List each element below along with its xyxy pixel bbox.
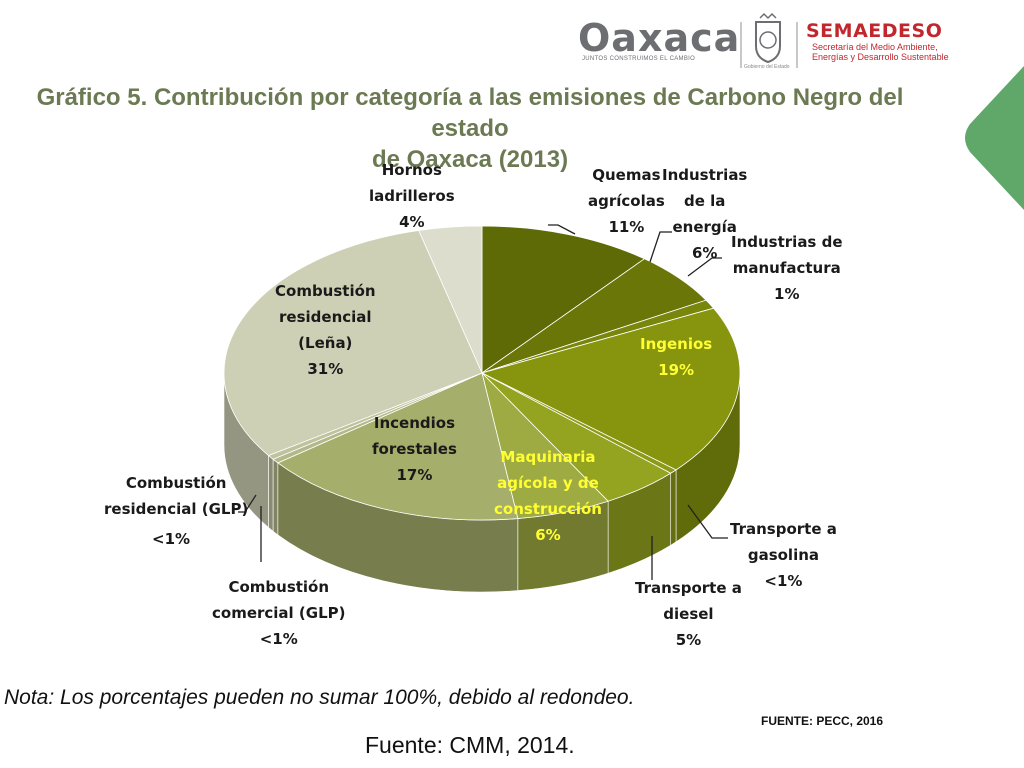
pie-chart — [223, 224, 741, 593]
label-transporte-diesel: Transporte a diesel 5% — [635, 575, 742, 653]
label-value: 5% — [675, 631, 702, 649]
label-combustion-residencial-lena: Combustión residencial (Leña) 31% — [275, 278, 376, 382]
pie-slice-side — [268, 454, 274, 532]
pie-slice — [481, 225, 646, 374]
leader-line — [238, 494, 257, 513]
label-line: Maquinaria — [500, 448, 596, 466]
label-value: 19% — [658, 361, 695, 379]
oaxaca-logo-word: Oaxaca — [578, 16, 741, 60]
label-line: energía — [672, 218, 737, 236]
label-line: Transporte a — [730, 520, 837, 538]
label-line: residencial — [279, 308, 372, 326]
label-value: <1% — [152, 530, 191, 548]
label-line: Combustión — [125, 474, 227, 492]
chart-title-line: Gráfico 5. Contribución por categoría a … — [36, 84, 904, 142]
label-line: gasolina — [747, 546, 820, 564]
label-value: 4% — [399, 213, 425, 231]
label-line: construcción — [494, 500, 602, 518]
rounding-note: Nota: Los porcentajes pueden no sumar 10… — [4, 686, 635, 709]
semaedeso-logo: SEMAEDESO Secretaría del Medio Ambiente,… — [806, 20, 956, 62]
leader-line — [649, 231, 672, 263]
label-combustion-comercial: Combustión comercial (GLP) <1% — [212, 574, 346, 652]
source-cmm: Fuente: CMM, 2014. — [365, 732, 575, 758]
label-ingenios: Ingenios 19% — [640, 331, 712, 383]
label-line: Incendios — [373, 414, 455, 432]
semaedeso-sub: Energías y Desarrollo Sustentable — [812, 52, 949, 62]
pie-slice-side — [272, 458, 279, 536]
label-line: Transporte a — [635, 579, 742, 597]
pie-slice — [223, 230, 483, 456]
label-line: residencial (GLP) — [104, 500, 249, 518]
label-line: agrícolas — [588, 192, 665, 210]
decorative-tab-shape — [965, 66, 1024, 210]
label-line: Industrias de — [731, 233, 843, 251]
label-hornos-ladrilleros: Hornos ladrilleros 4% — [369, 157, 455, 235]
label-value: 11% — [608, 218, 645, 236]
semaedeso-name: SEMAEDESO — [806, 20, 943, 42]
label-value: 17% — [396, 466, 433, 484]
label-value: 6% — [535, 526, 561, 544]
label-line: manufactura — [732, 259, 841, 277]
state-shield-icon — [755, 12, 781, 64]
label-incendios-forestales: Incendios forestales 17% — [372, 410, 457, 488]
leader-line — [687, 257, 722, 277]
chart-title: Gráfico 5. Contribución por categoría a … — [0, 82, 940, 175]
semaedeso-sub: Secretaría del Medio Ambiente, — [812, 42, 938, 52]
label-line: Industrias — [662, 166, 748, 184]
label-line: forestales — [372, 440, 457, 458]
label-line: diesel — [663, 605, 714, 623]
label-value: 31% — [307, 360, 344, 378]
label-line: Ingenios — [640, 335, 713, 353]
label-value: 1% — [774, 285, 800, 303]
label-transporte-gasolina: Transporte a gasolina <1% — [730, 516, 837, 594]
label-quemas-agricolas: Quemas agrícolas 11% — [588, 162, 665, 240]
logo-divider — [796, 22, 798, 68]
label-line: (Leña) — [298, 334, 353, 352]
oaxaca-logo: Oaxaca JUNTOS CONSTRUIMOS EL CAMBIO — [578, 16, 741, 70]
label-industrias-manufactura: Industrias de manufactura 1% — [731, 229, 843, 307]
pie-slice — [277, 372, 519, 521]
label-value: <1% — [764, 572, 803, 590]
leader-line — [548, 224, 576, 235]
label-line: comercial (GLP) — [212, 604, 346, 622]
label-line: Quemas — [592, 166, 661, 184]
label-value: 6% — [691, 244, 718, 262]
pie-slice — [418, 225, 483, 374]
logo-divider — [740, 22, 742, 68]
label-maquinaria: Maquinaria agícola y de construcción 6% — [494, 444, 602, 548]
pie-slice — [480, 307, 741, 471]
leader-line — [687, 504, 728, 539]
label-line: agícola y de — [497, 474, 599, 492]
source-pecc: FUENTE: PECC, 2016 — [761, 714, 884, 728]
label-combustion-residencial-glp: Combustión residencial (GLP) <1% — [104, 470, 248, 552]
oaxaca-tagline: JUNTOS CONSTRUIMOS EL CAMBIO — [582, 56, 696, 62]
label-line: Combustión — [228, 578, 330, 596]
chart-title-line: de Oaxaca (2013) — [371, 146, 569, 173]
label-line: ladrilleros — [369, 187, 455, 205]
pie-slice-side — [670, 469, 677, 546]
gobierno-caption: Gobierno del Estado — [744, 64, 790, 70]
label-line: Hornos — [381, 161, 442, 179]
label-line: de la — [683, 192, 726, 210]
label-industrias-energia: Industrias de la energía 6% — [662, 162, 747, 266]
label-value: <1% — [259, 630, 298, 648]
label-line: Combustión — [275, 282, 376, 300]
header-bar: Oaxaca JUNTOS CONSTRUIMOS EL CAMBIO Gobi… — [0, 0, 1024, 76]
